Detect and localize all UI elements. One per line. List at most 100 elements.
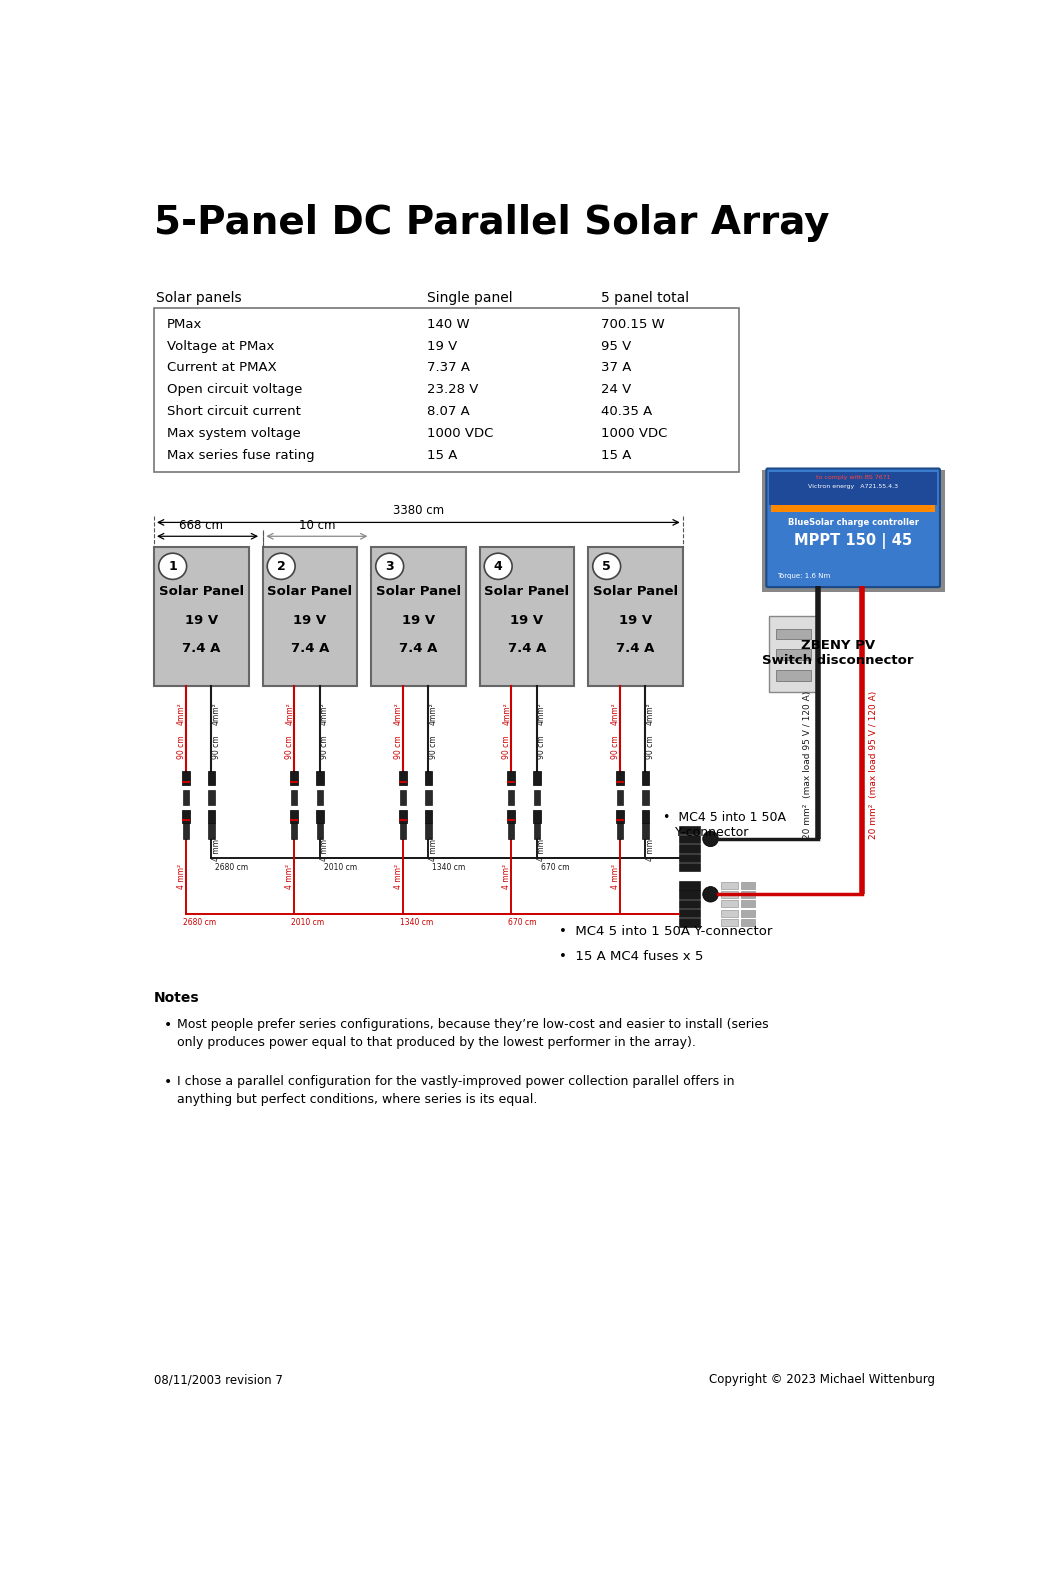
Text: 700.15 W: 700.15 W xyxy=(602,318,665,331)
Bar xyxy=(507,781,516,783)
Bar xyxy=(679,854,700,862)
Text: Solar Panel: Solar Panel xyxy=(159,586,244,598)
Bar xyxy=(770,616,818,691)
Ellipse shape xyxy=(159,553,186,580)
Text: 1340 cm: 1340 cm xyxy=(399,918,433,928)
Text: •: • xyxy=(163,1076,172,1090)
Text: Max series fuse rating: Max series fuse rating xyxy=(167,449,315,461)
Text: 90 cm: 90 cm xyxy=(394,736,402,759)
Text: 4mm²: 4mm² xyxy=(429,702,437,725)
Text: Copyright © 2023 Michael Wittenburg: Copyright © 2023 Michael Wittenburg xyxy=(708,1373,934,1386)
Bar xyxy=(507,772,516,784)
Text: Open circuit voltage: Open circuit voltage xyxy=(167,383,303,397)
Bar xyxy=(721,891,738,898)
Bar xyxy=(399,810,407,824)
Text: PMax: PMax xyxy=(167,318,202,331)
Text: Solar panels: Solar panels xyxy=(156,291,241,306)
Bar xyxy=(679,825,700,835)
Bar xyxy=(679,909,700,917)
Text: 90 cm: 90 cm xyxy=(177,736,185,759)
Bar xyxy=(507,810,516,824)
Text: •  MC4 5 into 1 50A
   Y-connector: • MC4 5 into 1 50A Y-connector xyxy=(663,811,786,839)
Text: 4mm²: 4mm² xyxy=(394,702,402,725)
Bar xyxy=(399,819,407,821)
Bar xyxy=(290,772,299,784)
Bar xyxy=(679,882,700,890)
Bar xyxy=(316,772,324,784)
Bar xyxy=(399,772,407,784)
Bar xyxy=(721,901,738,907)
Bar xyxy=(616,789,623,805)
Text: Solar Panel: Solar Panel xyxy=(593,586,678,598)
Text: 10 cm: 10 cm xyxy=(299,520,335,532)
Bar xyxy=(679,918,700,926)
Text: 3: 3 xyxy=(385,559,394,573)
Text: 2: 2 xyxy=(276,559,286,573)
Bar xyxy=(776,628,810,639)
Bar xyxy=(616,810,624,824)
Bar xyxy=(679,899,700,909)
Text: 20 mm²  (max load 95 V / 120 A): 20 mm² (max load 95 V / 120 A) xyxy=(803,691,812,839)
Bar xyxy=(399,824,406,839)
Text: 4: 4 xyxy=(493,559,503,573)
Text: 90 cm: 90 cm xyxy=(212,736,220,759)
Bar xyxy=(480,547,574,685)
Bar xyxy=(770,471,937,504)
Bar xyxy=(776,671,810,680)
Bar xyxy=(426,824,431,839)
Bar xyxy=(616,819,624,821)
Text: 15 A: 15 A xyxy=(427,449,457,461)
Text: 4 mm²: 4 mm² xyxy=(394,863,402,888)
Bar xyxy=(642,810,649,824)
Text: 90 cm: 90 cm xyxy=(285,736,294,759)
Text: 4mm²: 4mm² xyxy=(502,702,511,725)
Ellipse shape xyxy=(376,553,403,580)
Text: BlueSolar charge controller: BlueSolar charge controller xyxy=(788,518,918,526)
Bar xyxy=(616,781,624,783)
Text: 2010 cm: 2010 cm xyxy=(291,918,324,928)
Bar xyxy=(399,789,406,805)
Text: Short circuit current: Short circuit current xyxy=(167,405,301,419)
Text: ZBENY PV
Switch disconnector: ZBENY PV Switch disconnector xyxy=(761,639,913,668)
Bar xyxy=(317,824,323,839)
Bar xyxy=(291,824,298,839)
Ellipse shape xyxy=(267,553,295,580)
Bar xyxy=(290,819,299,821)
Text: 4 mm²: 4 mm² xyxy=(429,836,437,862)
Text: Voltage at PMax: Voltage at PMax xyxy=(167,340,274,353)
Circle shape xyxy=(703,832,718,847)
Text: 19 V: 19 V xyxy=(618,614,652,627)
Text: 4mm²: 4mm² xyxy=(177,702,185,725)
Text: 2680 cm: 2680 cm xyxy=(215,863,249,871)
Bar xyxy=(643,824,648,839)
Text: 5-Panel DC Parallel Solar Array: 5-Panel DC Parallel Solar Array xyxy=(154,205,829,243)
Bar xyxy=(182,819,190,821)
Text: 90 cm: 90 cm xyxy=(646,736,654,759)
Circle shape xyxy=(703,887,718,902)
Bar xyxy=(182,810,190,824)
Text: 7.4 A: 7.4 A xyxy=(182,643,220,655)
Text: to comply with BS 7671: to comply with BS 7671 xyxy=(815,476,891,480)
Bar xyxy=(154,309,739,471)
Text: 24 V: 24 V xyxy=(602,383,631,397)
Bar xyxy=(776,649,810,660)
Text: 90 cm: 90 cm xyxy=(502,736,511,759)
Text: 7.37 A: 7.37 A xyxy=(427,362,470,375)
Bar xyxy=(399,781,407,783)
Bar xyxy=(182,772,190,784)
Text: 90 cm: 90 cm xyxy=(537,736,546,759)
Bar xyxy=(588,547,683,685)
Text: I chose a parallel configuration for the vastly-improved power collection parall: I chose a parallel configuration for the… xyxy=(177,1076,735,1106)
Text: 1: 1 xyxy=(168,559,177,573)
Text: 4 mm²: 4 mm² xyxy=(285,863,294,888)
Bar xyxy=(508,789,515,805)
Bar xyxy=(616,824,623,839)
Text: •: • xyxy=(163,1017,172,1032)
Bar xyxy=(154,547,249,685)
Text: 4 mm²: 4 mm² xyxy=(646,836,654,862)
Text: 7.4 A: 7.4 A xyxy=(616,643,654,655)
Text: 4 mm²: 4 mm² xyxy=(611,863,620,888)
Bar xyxy=(533,772,541,784)
Text: 2010 cm: 2010 cm xyxy=(324,863,357,871)
Text: Solar Panel: Solar Panel xyxy=(267,586,353,598)
